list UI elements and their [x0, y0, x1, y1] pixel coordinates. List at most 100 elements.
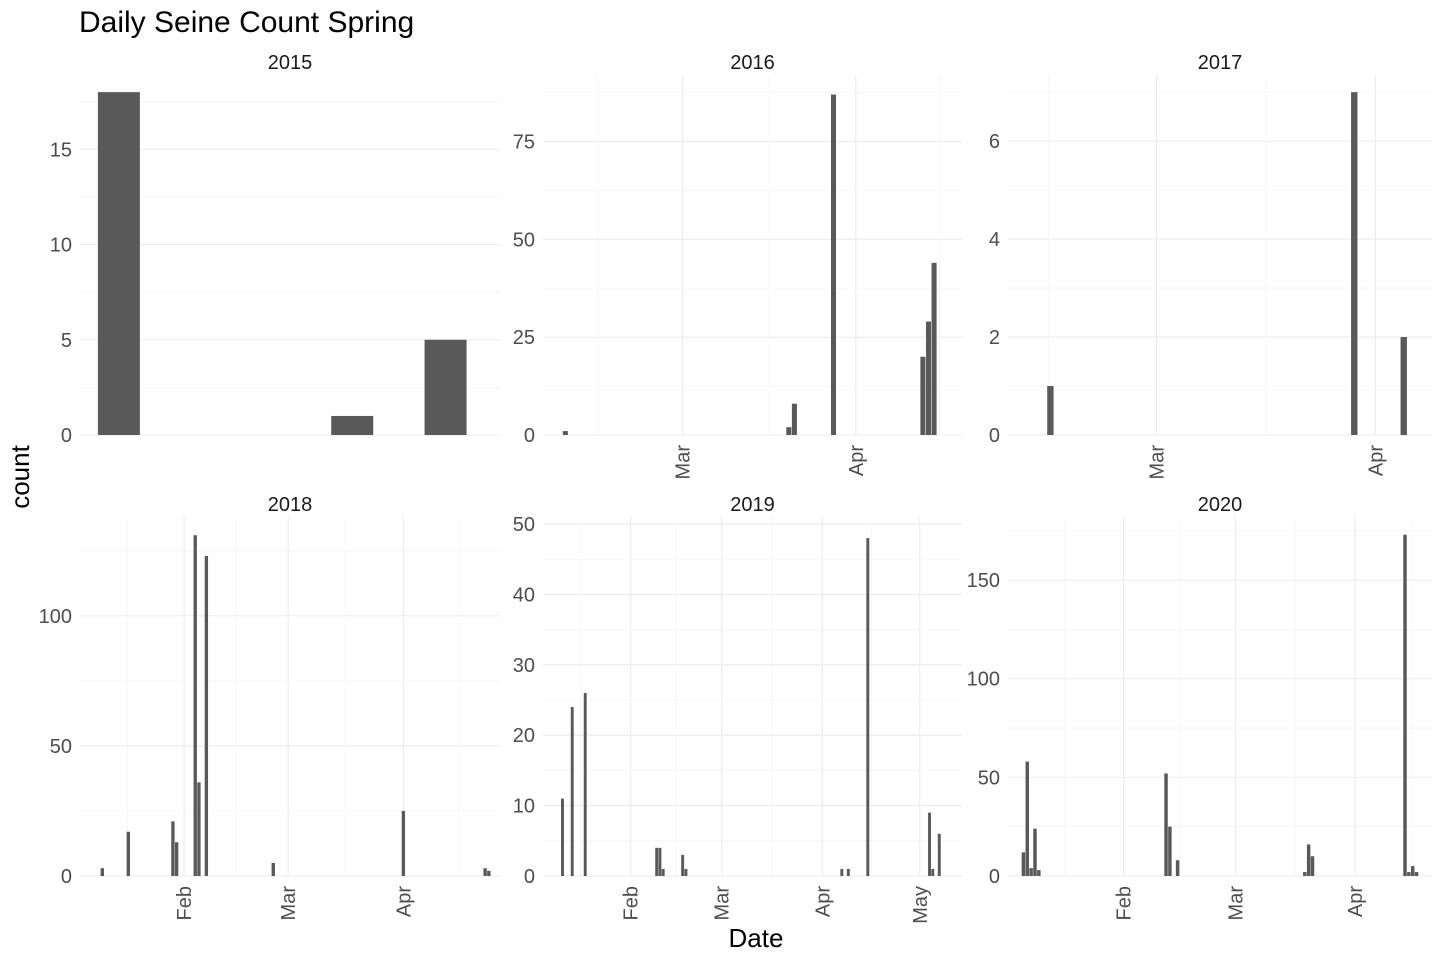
bar	[97, 92, 140, 436]
x-tick-label: Feb	[1114, 886, 1136, 920]
bar	[1414, 872, 1419, 876]
bar	[1407, 872, 1411, 876]
y-tick-label: 6	[989, 131, 1000, 153]
bar	[931, 262, 937, 435]
x-tick-label: Mar	[712, 886, 734, 921]
bar	[174, 842, 179, 876]
bar	[570, 707, 574, 876]
bar	[197, 782, 201, 876]
bar	[846, 868, 850, 876]
bar	[840, 868, 844, 876]
y-tick-label: 2	[989, 327, 1000, 349]
bar	[684, 868, 688, 876]
bar	[920, 356, 926, 435]
x-tick-label: Apr	[393, 886, 415, 917]
y-tick-label: 0	[61, 425, 72, 447]
bar	[1025, 761, 1030, 876]
bar	[925, 321, 931, 435]
bar	[681, 854, 685, 876]
y-tick-label: 25	[513, 327, 535, 349]
bar	[1033, 828, 1037, 876]
bar	[126, 831, 130, 876]
bar	[655, 847, 659, 876]
facet-strip-label: 2018	[268, 494, 313, 516]
bar	[487, 870, 491, 876]
bar	[271, 862, 275, 876]
x-tick-label: Mar	[1225, 886, 1247, 921]
facet-panel-2018: 2018 0 50 100 Feb Mar Apr	[39, 494, 500, 920]
x-tick-label: Apr	[812, 886, 834, 917]
y-tick-label: 50	[513, 514, 535, 536]
bar	[171, 821, 175, 876]
y-tick-label: 5	[61, 330, 72, 352]
facet-panel-2020: 2020 0 50 100 150 Feb Mar Apr	[967, 494, 1432, 920]
bar	[791, 403, 797, 435]
bar	[1400, 337, 1407, 435]
bar	[786, 427, 792, 435]
bar	[937, 833, 941, 876]
bar	[100, 868, 104, 876]
bar	[561, 798, 564, 876]
bar	[661, 868, 665, 876]
bar	[1403, 534, 1407, 876]
facet-panel-2015: 2015 0 5 10 15	[50, 52, 500, 447]
x-tick-label: Mar	[278, 886, 300, 921]
facet-strip-label: 2015	[268, 52, 313, 74]
facet-strip-label: 2016	[730, 52, 775, 74]
y-tick-label: 10	[513, 796, 535, 818]
facet-panel-2017: 2017 0 2 4 6 Mar Apr	[989, 52, 1432, 479]
x-tick-label: Mar	[1146, 445, 1168, 480]
bar	[1037, 870, 1041, 876]
y-tick-label: 15	[50, 139, 72, 161]
bar	[424, 339, 467, 435]
y-tick-label: 0	[524, 425, 535, 447]
bar	[1021, 852, 1026, 876]
y-tick-label: 50	[50, 736, 72, 758]
bar	[1164, 773, 1168, 876]
bar	[1168, 826, 1172, 876]
bar	[204, 556, 209, 876]
x-tick-label: Mar	[673, 445, 695, 480]
bar	[401, 810, 406, 876]
chart-title: Daily Seine Count Spring	[79, 6, 414, 39]
y-tick-label: 0	[989, 866, 1000, 888]
y-tick-label: 75	[513, 132, 535, 154]
x-tick-label: Apr	[1365, 445, 1387, 476]
bar	[331, 415, 374, 435]
facet-strip-label: 2020	[1198, 494, 1243, 516]
bar	[1351, 92, 1358, 436]
bar	[1306, 844, 1311, 876]
bar	[562, 431, 568, 435]
y-tick-label: 100	[39, 606, 72, 628]
bar	[928, 812, 931, 876]
bar	[583, 692, 587, 876]
y-tick-label: 50	[513, 229, 535, 251]
bar	[1029, 868, 1033, 876]
y-tick-label: 4	[989, 229, 1000, 251]
bar	[931, 868, 935, 876]
y-tick-label: 150	[967, 570, 1000, 592]
facet-panel-2016: 2016 0 25 50 75 Mar Apr	[513, 52, 962, 479]
bar	[193, 535, 197, 876]
bar	[1310, 856, 1315, 876]
y-tick-label: 20	[513, 725, 535, 747]
y-tick-label: 0	[989, 425, 1000, 447]
x-tick-label: Apr	[846, 445, 868, 476]
x-tick-label: Feb	[621, 886, 643, 920]
bar	[1047, 386, 1054, 435]
y-tick-label: 40	[513, 584, 535, 606]
x-axis-title: Date	[729, 923, 784, 953]
y-axis-title: count	[5, 444, 35, 508]
y-tick-label: 50	[978, 767, 1000, 789]
bar	[830, 94, 837, 435]
facet-panel-2019: 2019 0 10 20 30 40 50 Feb Mar Apr May	[513, 494, 962, 924]
x-tick-label: Feb	[174, 886, 196, 920]
bar	[866, 538, 870, 876]
bar	[483, 868, 487, 876]
y-tick-label: 30	[513, 655, 535, 677]
facet-strip-label: 2017	[1198, 52, 1243, 74]
y-tick-label: 10	[50, 235, 72, 257]
y-tick-label: 0	[524, 866, 535, 888]
x-tick-label: Apr	[1345, 886, 1367, 917]
